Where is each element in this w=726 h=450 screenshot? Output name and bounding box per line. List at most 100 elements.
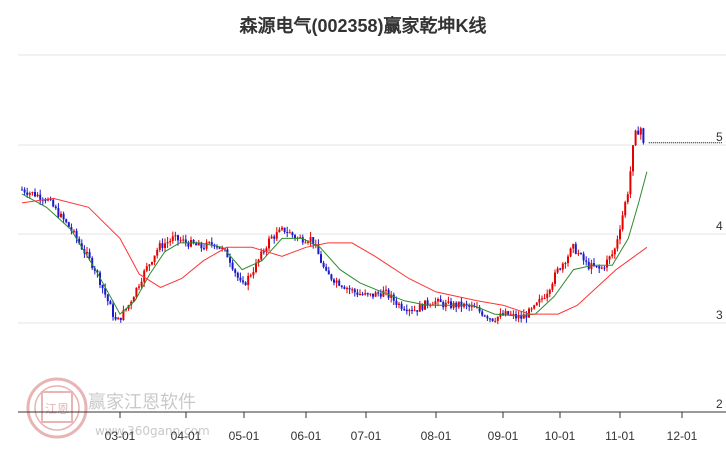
candle-body xyxy=(486,316,489,319)
candle-body xyxy=(299,237,302,239)
candle-body xyxy=(234,269,237,273)
candle-body xyxy=(229,257,231,263)
candle-body xyxy=(535,302,538,306)
candle-body xyxy=(416,310,419,312)
candle-body xyxy=(322,262,325,267)
candle-body xyxy=(184,239,187,243)
candle-body xyxy=(346,288,348,290)
watermark-brand: 赢家江恩软件 xyxy=(88,391,196,413)
candle-body xyxy=(483,315,486,317)
candle-body xyxy=(522,314,525,319)
candle-body xyxy=(343,286,346,289)
candle-body xyxy=(582,253,585,261)
candle-body xyxy=(265,248,268,252)
x-tick-label: 11-01 xyxy=(605,429,635,443)
candle-body xyxy=(236,272,239,278)
candle-body xyxy=(187,242,190,247)
candle-body xyxy=(374,292,377,297)
candle-body xyxy=(502,313,504,316)
candle-body xyxy=(476,307,478,309)
candle-body xyxy=(231,262,234,270)
candle-body xyxy=(57,208,60,217)
candle-body xyxy=(210,242,213,245)
y-tick-label: 4 xyxy=(716,219,723,233)
candle-body xyxy=(122,310,125,320)
candle-body xyxy=(351,289,354,291)
candle-body xyxy=(603,267,606,269)
candle-body xyxy=(624,202,627,216)
candle-body xyxy=(262,251,265,253)
candle-body xyxy=(530,308,533,310)
candle-body xyxy=(629,171,632,195)
candle-body xyxy=(307,241,309,243)
candle-body xyxy=(114,316,117,320)
candle-body xyxy=(361,294,364,296)
candle-body xyxy=(606,259,608,268)
candle-body xyxy=(533,305,536,309)
candle-body xyxy=(218,246,221,249)
candle-body xyxy=(385,289,387,291)
candle-body xyxy=(541,298,543,300)
y-tick-label: 2 xyxy=(716,397,723,411)
candle-body xyxy=(559,268,562,270)
x-tick-label: 10-01 xyxy=(545,429,576,443)
candle-body xyxy=(468,304,471,307)
candle-body xyxy=(164,243,166,248)
y-tick-label: 5 xyxy=(716,130,723,144)
candle-body xyxy=(291,232,294,236)
candle-body xyxy=(104,288,107,295)
candle-body xyxy=(473,306,476,308)
candle-body xyxy=(437,299,439,302)
candle-body xyxy=(317,244,320,255)
candle-body xyxy=(580,253,582,255)
candle-body xyxy=(491,318,494,322)
candle-body xyxy=(283,227,286,232)
candle-body xyxy=(143,270,146,282)
candle-body xyxy=(364,293,367,295)
candle-body xyxy=(138,286,140,288)
candle-body xyxy=(327,270,330,275)
candle-body xyxy=(62,213,65,220)
candle-body xyxy=(574,244,577,254)
candle-body xyxy=(543,297,546,299)
candle-body xyxy=(47,198,49,201)
candle-body xyxy=(75,230,78,239)
candle-body xyxy=(294,235,296,239)
candle-body xyxy=(369,293,372,295)
candle-body xyxy=(450,301,452,308)
candle-body xyxy=(101,284,104,289)
candle-body xyxy=(148,264,151,267)
candle-body xyxy=(421,304,424,310)
candle-body xyxy=(359,294,361,296)
candle-body xyxy=(379,293,382,297)
candle-body xyxy=(634,130,637,146)
candle-body xyxy=(632,145,634,172)
ma-short-line xyxy=(21,171,648,317)
candle-body xyxy=(31,192,34,194)
watermark-seal: 江恩 xyxy=(26,377,88,439)
candle-body xyxy=(73,230,75,232)
candle-body xyxy=(569,248,572,257)
candle-body xyxy=(286,231,289,233)
candle-body xyxy=(288,232,291,234)
candle-body xyxy=(585,260,588,262)
candle-body xyxy=(145,266,148,271)
candle-body xyxy=(275,232,278,239)
candle-body xyxy=(598,266,601,269)
candle-body xyxy=(252,272,255,276)
candle-body xyxy=(512,313,515,315)
candle-body xyxy=(171,236,174,241)
candle-body xyxy=(36,194,39,197)
candle-body xyxy=(457,301,460,308)
candle-body xyxy=(556,268,559,273)
candle-body xyxy=(366,293,369,295)
candle-body xyxy=(60,213,62,217)
candle-body xyxy=(54,206,57,209)
candle-body xyxy=(593,263,595,267)
candle-body xyxy=(140,281,143,287)
candle-body xyxy=(639,128,642,135)
candle-body xyxy=(520,316,523,319)
candle-body xyxy=(91,257,94,269)
moving-averages xyxy=(21,171,648,317)
candle-body xyxy=(538,298,541,303)
